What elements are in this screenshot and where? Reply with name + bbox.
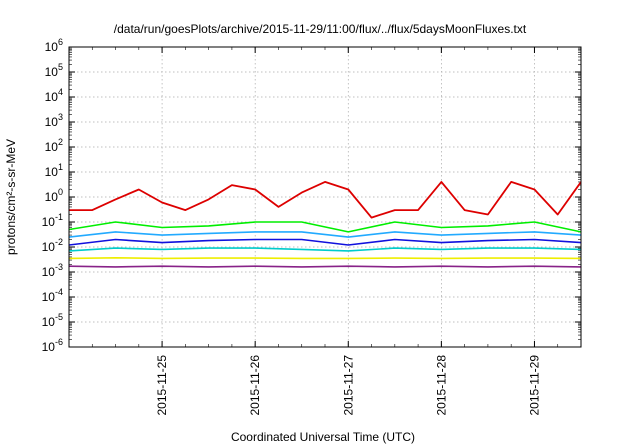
- series-line-6: [69, 256, 581, 260]
- y-tick-label: 106: [45, 37, 63, 54]
- y-tick-label: 10-1: [42, 212, 63, 229]
- y-tick-label: 100: [45, 187, 63, 204]
- y-tick-label: 103: [45, 112, 63, 129]
- series-group: [69, 180, 581, 268]
- y-tick-label: 104: [45, 87, 63, 104]
- y-tick-label: 10-5: [42, 312, 63, 329]
- x-tick-label: 2015-11-25: [155, 355, 169, 416]
- series-line-2: [69, 221, 581, 233]
- y-tick-label: 10-2: [42, 237, 63, 254]
- series-line-7: [69, 265, 581, 268]
- y-tick-label: 10-6: [42, 337, 63, 354]
- plot-frame: [68, 46, 582, 348]
- x-tick-label: 2015-11-28: [434, 355, 448, 416]
- series-line-5: [69, 247, 581, 252]
- y-axis-label: protons/cm²-s-sr-MeV: [4, 139, 18, 255]
- x-tick-labels: 2015-11-25 2015-11-26 2015-11-27 2015-11-28…: [155, 355, 541, 416]
- y-tick-label: 10-3: [42, 262, 63, 279]
- y-tick-labels: 10-6 10-5 10-4 10-3 10-2 10-1 100 101 102 103 104 1…: [42, 37, 63, 354]
- y-tick-label: 101: [45, 162, 63, 179]
- grid: [68, 46, 582, 348]
- series-line-4: [69, 238, 581, 246]
- x-tick-label: 2015-11-29: [527, 355, 541, 416]
- y-tick-label: 10-4: [42, 287, 63, 304]
- chart-title: /data/run/goesPlots/archive/2015-11-29/1…: [114, 22, 527, 36]
- series-line-1: [69, 180, 581, 219]
- y-tick-label: 102: [45, 137, 63, 154]
- x-tick-label: 2015-11-27: [341, 355, 355, 416]
- x-axis-label: Coordinated Universal Time (UTC): [231, 430, 415, 444]
- series-line-3: [69, 231, 581, 238]
- x-tick-label: 2015-11-26: [248, 355, 262, 416]
- y-tick-label: 105: [45, 62, 63, 79]
